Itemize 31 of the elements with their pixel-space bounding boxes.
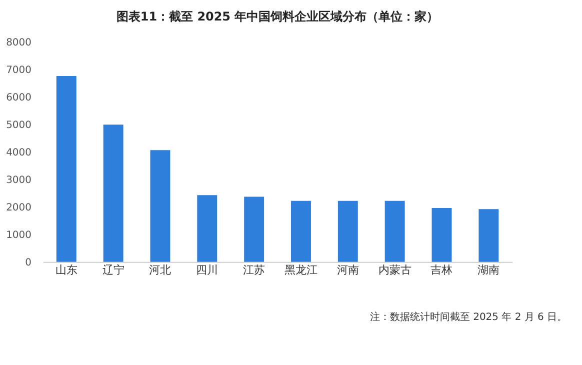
bar (432, 208, 452, 262)
y-tick-label: 2000 (6, 202, 32, 214)
x-tick-label: 辽宁 (102, 263, 124, 276)
bar (197, 195, 218, 262)
x-tick-label: 四川 (196, 263, 218, 276)
text: 注：数据统计时间截至 2025 年 2 月 6 日。 (370, 310, 568, 323)
x-tick-label: 河北 (149, 263, 172, 276)
y-tick-label: 5000 (6, 120, 32, 132)
x-tick-label: 河南 (336, 263, 359, 276)
bar (478, 209, 499, 262)
bar (56, 76, 76, 262)
y-tick-label: 6000 (6, 92, 32, 104)
bar (291, 200, 311, 262)
y-tick-label: 4000 (6, 148, 32, 159)
y-tick-label: 0 (25, 257, 32, 268)
y-tick-label: 8000 (6, 38, 32, 49)
x-tick-label: 江苏 (243, 263, 266, 276)
chart-title: 图表11：截至 2025 年中国饲料企业区域分布（单位：家） (116, 9, 439, 24)
x-tick-label: 黑龙江 (284, 263, 318, 276)
bar (338, 200, 358, 262)
x-tick-label: 湖南 (478, 263, 500, 276)
bar (244, 196, 264, 262)
bar (384, 200, 405, 262)
x-tick-label: 吉林 (430, 263, 453, 276)
y-tick-label: 7000 (6, 65, 32, 76)
x-tick-label: 山东 (55, 263, 78, 276)
bar (103, 124, 124, 262)
bar (150, 150, 170, 262)
x-tick-label: 内蒙古 (378, 263, 412, 276)
y-tick-label: 1000 (6, 230, 32, 241)
y-tick-label: 3000 (6, 174, 32, 186)
